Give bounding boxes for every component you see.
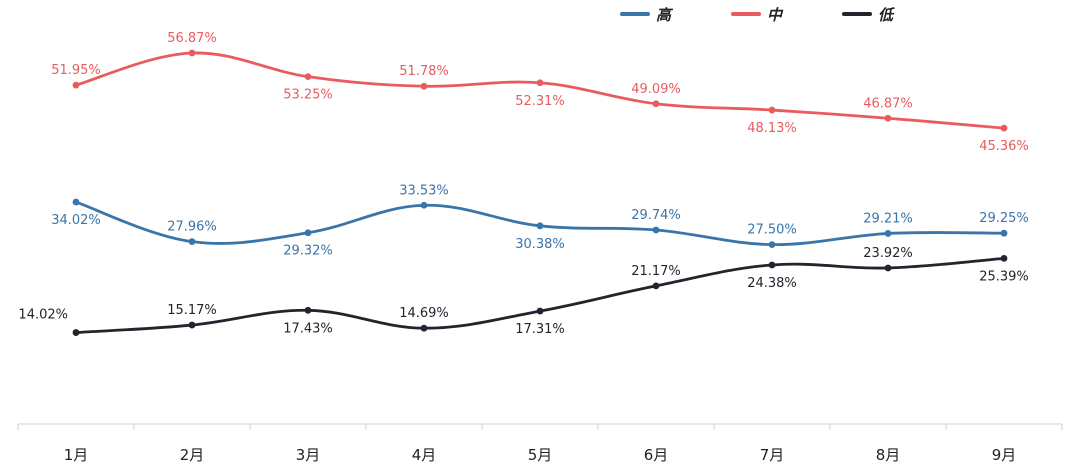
data-point-high[interactable]: [652, 226, 660, 234]
x-tick-label: 2月: [180, 446, 205, 464]
data-point-low[interactable]: [768, 261, 776, 269]
legend-item-mid[interactable]: 中: [731, 4, 782, 25]
x-tick-label: 8月: [876, 446, 901, 464]
x-axis: 1月 2月 3月 4月 5月 6月 7月 8月 9月: [17, 423, 1063, 464]
data-label-mid: 48.13%: [747, 121, 797, 136]
data-labels: 34.02% 27.96% 29.32% 33.53% 30.38% 29.74% 27.5…: [18, 31, 1028, 337]
data-label-mid: 51.95%: [51, 63, 101, 78]
data-label-high: 29.25%: [979, 211, 1029, 226]
data-point-high[interactable]: [420, 201, 428, 209]
data-point-mid[interactable]: [652, 100, 660, 108]
data-point-low[interactable]: [72, 329, 80, 336]
data-label-mid: 52.31%: [515, 94, 565, 109]
data-point-low[interactable]: [304, 306, 312, 314]
data-label-low: 25.39%: [979, 269, 1029, 284]
data-point-high[interactable]: [884, 230, 892, 237]
legend-item-high[interactable]: 高: [620, 4, 671, 25]
data-label-low: 14.02%: [18, 308, 68, 323]
data-point-mid[interactable]: [304, 73, 312, 81]
data-label-mid: 49.09%: [631, 82, 681, 97]
legend-label-high: 高: [656, 5, 672, 24]
data-point-low[interactable]: [1000, 254, 1008, 262]
data-label-mid: 46.87%: [863, 96, 913, 111]
data-label-high: 29.21%: [863, 211, 913, 226]
data-point-high[interactable]: [304, 229, 312, 237]
x-tick-label: 1月: [64, 446, 89, 464]
data-point-high[interactable]: [72, 198, 80, 206]
data-point-mid[interactable]: [1000, 124, 1008, 132]
data-point-high[interactable]: [536, 222, 544, 230]
data-point-mid[interactable]: [188, 49, 196, 57]
legend-item-low[interactable]: 低: [842, 4, 893, 25]
x-tick-label: 4月: [412, 446, 437, 464]
data-label-low: 14.69%: [399, 306, 449, 321]
data-label-low: 24.38%: [747, 276, 797, 291]
data-point-high[interactable]: [1000, 229, 1008, 237]
data-label-low: 17.43%: [283, 321, 333, 336]
data-label-high: 33.53%: [399, 183, 449, 198]
data-label-mid: 51.78%: [399, 64, 449, 79]
legend-swatch-mid: [731, 12, 762, 16]
data-label-high: 29.32%: [283, 244, 333, 259]
data-label-mid: 53.25%: [283, 88, 333, 103]
x-tick-label: 7月: [760, 446, 785, 464]
data-point-mid[interactable]: [420, 82, 428, 90]
x-tick-label: 9月: [992, 446, 1017, 464]
series-lines: [72, 49, 1008, 336]
data-point-mid[interactable]: [72, 81, 80, 89]
data-point-low[interactable]: [652, 282, 660, 290]
data-point-low[interactable]: [420, 324, 428, 332]
legend-label-mid: 中: [767, 5, 783, 24]
data-label-low: 15.17%: [167, 303, 217, 318]
data-label-mid: 45.36%: [979, 139, 1029, 154]
legend-label-low: 低: [878, 5, 894, 24]
data-point-mid[interactable]: [768, 106, 776, 114]
data-label-high: 29.74%: [631, 208, 681, 223]
data-point-mid[interactable]: [884, 114, 892, 122]
data-label-low: 23.92%: [863, 246, 913, 261]
data-label-high: 34.02%: [51, 213, 101, 228]
legend-swatch-low: [842, 12, 873, 16]
x-tick-label: 5月: [528, 446, 553, 464]
data-point-low[interactable]: [536, 307, 544, 315]
data-label-high: 30.38%: [515, 237, 565, 252]
data-label-low: 17.31%: [515, 322, 565, 337]
legend-swatch-high: [620, 12, 650, 16]
data-label-mid: 56.87%: [167, 31, 217, 46]
data-label-high: 27.50%: [747, 223, 797, 238]
data-label-high: 27.96%: [167, 220, 217, 235]
data-point-low[interactable]: [188, 321, 196, 329]
x-tick-label: 3月: [296, 446, 321, 464]
data-point-low[interactable]: [884, 264, 892, 272]
data-point-high[interactable]: [768, 241, 776, 249]
legend: 高 中 低: [620, 4, 953, 24]
series-line-mid: [74, 51, 1006, 130]
data-point-mid[interactable]: [536, 79, 544, 87]
data-label-low: 21.17%: [631, 264, 681, 279]
x-tick-label: 6月: [644, 446, 669, 464]
data-point-high[interactable]: [188, 238, 196, 246]
